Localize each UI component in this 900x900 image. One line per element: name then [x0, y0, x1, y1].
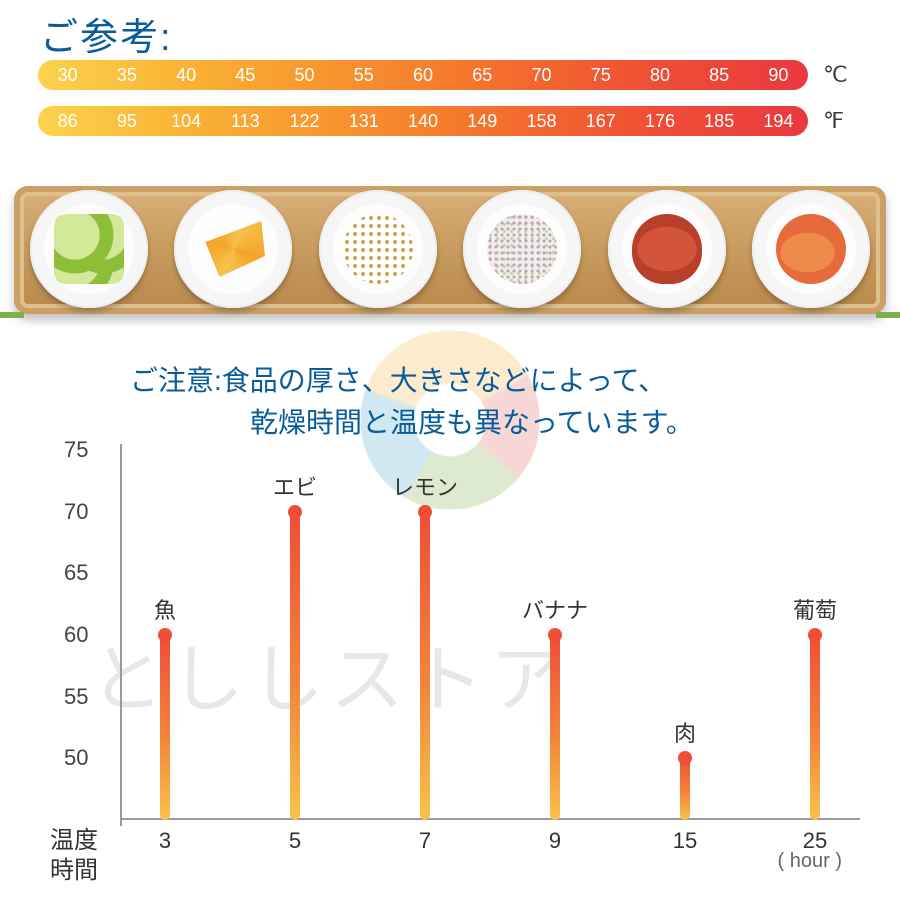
celsius-bar: 30354045505560657075808590 [38, 60, 808, 90]
bar-top-dot-icon [418, 505, 432, 519]
celsius-row: 30354045505560657075808590 ℃ [38, 60, 858, 94]
grass-left-icon [0, 312, 24, 318]
temp-tick: 95 [97, 106, 156, 136]
temp-tick: 35 [97, 60, 156, 90]
bar-label: 魚 [154, 593, 176, 625]
x-tick: 7 [419, 828, 431, 854]
plate [30, 190, 148, 308]
temp-tick: 194 [749, 106, 808, 136]
temp-tick: 50 [275, 60, 334, 90]
x-tick: 5 [289, 828, 301, 854]
fahrenheit-row: 8695104113122131140149158167176185194 ℉ [38, 106, 858, 140]
bar-top-dot-icon [548, 628, 562, 642]
bar-top-dot-icon [158, 628, 172, 642]
temp-tick: 185 [690, 106, 749, 136]
bar-top-dot-icon [288, 505, 302, 519]
celsius-unit: ℃ [823, 60, 848, 90]
chart-bar: エビ [290, 512, 300, 820]
notice-text: ご注意:食品の厚さ、大きさなどによって、 乾燥時間と温度も異なっています。 [130, 360, 694, 444]
kiwi-icon [54, 214, 124, 284]
temp-tick: 45 [216, 60, 275, 90]
y-tick: 50 [64, 745, 88, 771]
plate [608, 190, 726, 308]
bar-label: 肉 [674, 716, 696, 748]
y-tick: 65 [64, 560, 88, 586]
temp-tick: 85 [690, 60, 749, 90]
chart-bar: 肉 [680, 758, 690, 820]
y-axis: 757065605550 [30, 450, 110, 820]
plot-area: 魚エビレモンバナナ肉葡萄 [120, 450, 860, 820]
bar-label: レモン [392, 470, 458, 502]
x-axis-line [120, 818, 860, 820]
bar-label: エビ [273, 470, 317, 502]
plate [174, 190, 292, 308]
mango-icon [198, 214, 268, 284]
temp-tick: 167 [571, 106, 630, 136]
temp-tick: 90 [749, 60, 808, 90]
hour-unit-label: ( hour ) [778, 850, 842, 873]
y-tick: 75 [64, 437, 88, 463]
chart-bar: バナナ [550, 635, 560, 820]
notice-line2: 乾燥時間と温度も異なっています。 [130, 402, 694, 444]
y-tick: 60 [64, 622, 88, 648]
temperature-scale: 30354045505560657075808590 ℃ 86951041131… [38, 60, 858, 152]
temp-tick: 86 [38, 106, 97, 136]
temp-tick: 80 [630, 60, 689, 90]
rice-icon [487, 214, 557, 284]
chart-bar: レモン [420, 512, 430, 820]
temp-tick: 65 [453, 60, 512, 90]
x-axis-label: 時間 [50, 850, 98, 885]
shrimp-icon [776, 214, 846, 284]
x-axis-ticks: 35791525 [120, 828, 860, 858]
chart-bar: 葡萄 [810, 635, 820, 820]
meat-icon [632, 214, 702, 284]
y-tick: 70 [64, 499, 88, 525]
drying-chart: 757065605550 温度 魚エビレモンバナナ肉葡萄 35791525 時間… [30, 450, 870, 880]
temp-tick: 70 [512, 60, 571, 90]
temp-tick: 131 [334, 106, 393, 136]
temp-tick: 75 [571, 60, 630, 90]
chart-bar: 魚 [160, 635, 170, 820]
reference-title: ご参考: [40, 6, 173, 61]
temp-tick: 104 [156, 106, 215, 136]
temp-tick: 158 [512, 106, 571, 136]
temp-tick: 140 [393, 106, 452, 136]
notice-line1: ご注意:食品の厚さ、大きさなどによって、 [130, 365, 666, 396]
bar-label: バナナ [522, 593, 588, 625]
y-tick: 55 [64, 684, 88, 710]
temp-tick: 40 [156, 60, 215, 90]
plate [463, 190, 581, 308]
temp-tick: 113 [216, 106, 275, 136]
fahrenheit-unit: ℉ [823, 106, 844, 136]
grass-right-icon [876, 312, 900, 318]
x-tick: 3 [159, 828, 171, 854]
food-tray [0, 170, 900, 330]
x-tick: 15 [673, 828, 697, 854]
temp-tick: 176 [630, 106, 689, 136]
plate [752, 190, 870, 308]
plate-row [30, 190, 870, 310]
bar-top-dot-icon [678, 751, 692, 765]
temp-tick: 55 [334, 60, 393, 90]
bar-label: 葡萄 [793, 593, 837, 625]
beans-icon [343, 214, 413, 284]
y-axis-line [120, 444, 122, 826]
fahrenheit-bar: 8695104113122131140149158167176185194 [38, 106, 808, 136]
temp-tick: 149 [453, 106, 512, 136]
temp-tick: 122 [275, 106, 334, 136]
temp-tick: 30 [38, 60, 97, 90]
temp-tick: 60 [393, 60, 452, 90]
plate [319, 190, 437, 308]
x-tick: 9 [549, 828, 561, 854]
bar-top-dot-icon [808, 628, 822, 642]
